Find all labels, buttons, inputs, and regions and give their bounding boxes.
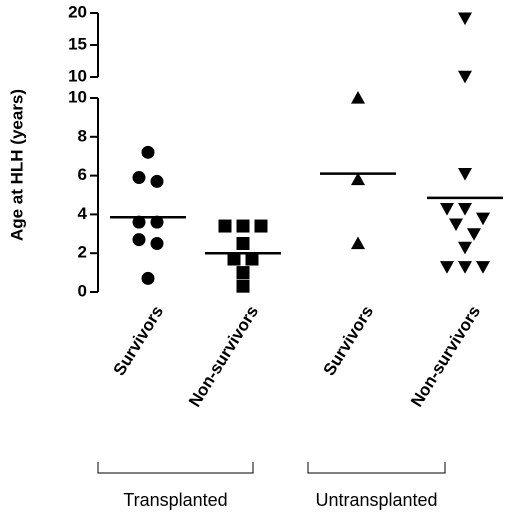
point <box>476 261 490 274</box>
point <box>458 168 472 181</box>
point <box>458 261 472 274</box>
y-tick-label: 8 <box>78 126 87 145</box>
point <box>245 252 259 266</box>
y-tick-label: 6 <box>78 165 87 184</box>
point <box>227 252 241 266</box>
point <box>458 70 472 84</box>
point <box>150 237 164 250</box>
point <box>141 271 155 285</box>
point <box>150 215 164 229</box>
x-tick-label: Survivors <box>110 302 168 379</box>
point <box>449 218 463 232</box>
point <box>467 228 481 241</box>
point <box>458 202 472 216</box>
point <box>132 215 146 229</box>
point <box>351 236 365 250</box>
y-tick-label: 4 <box>78 204 88 223</box>
y-tick-label: 15 <box>68 34 87 53</box>
y-axis-label: Age at HLH (years) <box>7 89 26 241</box>
point <box>458 241 472 255</box>
point <box>141 145 155 159</box>
point <box>236 279 250 293</box>
point <box>440 261 454 274</box>
x-tick-label: Non-survivors <box>185 302 262 410</box>
point <box>218 219 232 233</box>
point <box>236 266 250 280</box>
y-tick-label: 2 <box>78 243 87 262</box>
x-tick-label: Non-survivors <box>407 302 484 410</box>
group-label: Untransplanted <box>315 490 437 510</box>
y-tick-label: 10 <box>68 87 87 106</box>
y-tick-label: 20 <box>68 2 87 21</box>
group-bracket <box>307 462 446 474</box>
y-tick-label: 10 <box>68 66 87 85</box>
group-label: Transplanted <box>123 490 227 510</box>
point <box>476 212 490 226</box>
point <box>236 219 250 233</box>
point <box>458 12 472 26</box>
point <box>132 171 146 185</box>
y-tick-label: 0 <box>78 281 87 300</box>
group-bracket <box>97 462 254 474</box>
point <box>132 233 146 247</box>
point <box>254 219 268 233</box>
point <box>440 202 454 216</box>
x-tick-label: Survivors <box>320 302 378 379</box>
point <box>236 237 250 250</box>
point <box>351 172 365 186</box>
point <box>150 174 164 188</box>
point <box>351 91 365 104</box>
